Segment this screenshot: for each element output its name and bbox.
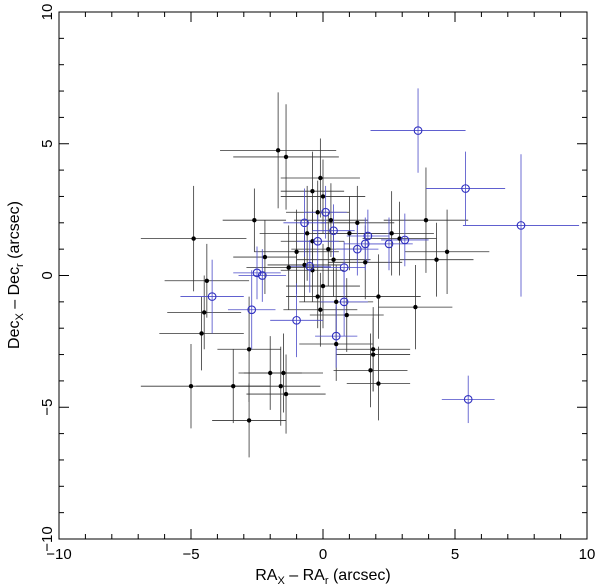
y-label-tail: (arcsec) — [6, 201, 23, 263]
y-tick-label: 10 — [39, 4, 56, 21]
filled-point — [188, 383, 194, 389]
filled-point — [202, 310, 207, 315]
filled-point — [413, 304, 418, 310]
filled-point — [444, 249, 450, 254]
filled-point — [310, 188, 315, 194]
open-point — [207, 292, 217, 301]
open-point — [331, 331, 341, 341]
open-point — [247, 305, 257, 315]
y-label-main: Dec — [6, 321, 23, 349]
filled-point — [286, 265, 291, 270]
filled-point — [423, 217, 429, 223]
filled-point — [370, 347, 376, 352]
open-point — [413, 126, 423, 135]
filled-point — [320, 194, 326, 199]
filled-point — [191, 236, 196, 241]
axis-ticks — [58, 11, 588, 540]
filled-point — [281, 370, 286, 376]
filled-point — [363, 260, 368, 265]
filled-point — [318, 307, 323, 312]
y-label-mid: – Dec — [6, 267, 23, 313]
filled-point — [294, 249, 299, 254]
x-tick-label: 5 — [451, 546, 459, 563]
open-point — [339, 263, 349, 272]
filled-point — [268, 370, 273, 376]
filled-point — [252, 217, 257, 223]
x-tick-labels: −10 −5 0 5 10 — [46, 546, 595, 563]
open-point — [292, 315, 301, 325]
filled-point — [389, 231, 394, 236]
open-point — [339, 297, 349, 307]
filled-point — [434, 257, 439, 262]
data-markers — [188, 126, 526, 423]
x-label-main: RA — [255, 567, 278, 584]
open-point — [252, 268, 262, 278]
filled-point — [310, 268, 315, 273]
filled-point — [331, 257, 336, 262]
filled-point — [370, 352, 376, 357]
open-point — [463, 394, 473, 404]
open-point — [329, 226, 338, 236]
filled-point — [318, 175, 323, 181]
filled-point — [315, 294, 320, 299]
filled-point — [320, 283, 326, 289]
y-axis-label: DecX – Decr (arcsec) — [6, 201, 26, 349]
x-label-sub1: X — [277, 575, 285, 587]
filled-point — [278, 383, 283, 389]
open-point — [352, 244, 362, 254]
x-tick-label: 10 — [579, 546, 596, 563]
y-tick-label: −10 — [39, 526, 56, 551]
filled-point — [344, 312, 349, 318]
x-axis-label: RAX – RAr (arcsec) — [255, 567, 391, 587]
error-bars — [140, 88, 580, 458]
open-point — [363, 231, 373, 241]
filled-point — [315, 210, 320, 215]
filled-point — [328, 217, 334, 223]
open-point — [400, 235, 410, 245]
open-point — [516, 221, 526, 230]
x-tick-label: −5 — [182, 546, 199, 563]
y-tick-label: 5 — [39, 140, 56, 148]
filled-point — [283, 154, 289, 160]
open-point — [461, 184, 470, 193]
y-tick-label: −5 — [39, 399, 56, 416]
y-tick-label: 0 — [39, 271, 56, 279]
filled-point — [334, 341, 339, 347]
x-label-sub2: r — [325, 575, 329, 587]
x-label-tail: (arcsec) — [329, 567, 391, 584]
open-point — [360, 239, 370, 249]
open-point — [305, 261, 315, 271]
open-point — [313, 236, 323, 246]
filled-point — [376, 294, 381, 299]
filled-point — [355, 220, 360, 225]
filled-point — [326, 246, 331, 252]
filled-point — [246, 347, 252, 352]
filled-point — [368, 368, 373, 373]
open-point — [321, 207, 330, 217]
filled-point — [283, 391, 289, 397]
open-point — [384, 239, 394, 249]
y-label-sub2: r — [14, 263, 26, 267]
x-tick-label: 0 — [319, 546, 327, 563]
filled-point — [347, 231, 352, 236]
filled-point — [246, 418, 252, 423]
filled-point — [304, 231, 310, 236]
open-point — [300, 218, 309, 228]
filled-point — [275, 148, 281, 153]
filled-point — [231, 383, 236, 389]
filled-point — [334, 299, 339, 305]
filled-point — [199, 331, 204, 336]
open-point — [257, 271, 267, 280]
filled-point — [204, 278, 210, 283]
filled-point — [376, 381, 381, 386]
y-tick-labels: −10 −5 0 5 10 — [39, 4, 56, 552]
x-tick-label: −10 — [46, 546, 71, 563]
filled-point — [262, 254, 268, 260]
x-label-mid: – RA — [285, 567, 325, 584]
y-label-sub1: X — [14, 313, 26, 321]
